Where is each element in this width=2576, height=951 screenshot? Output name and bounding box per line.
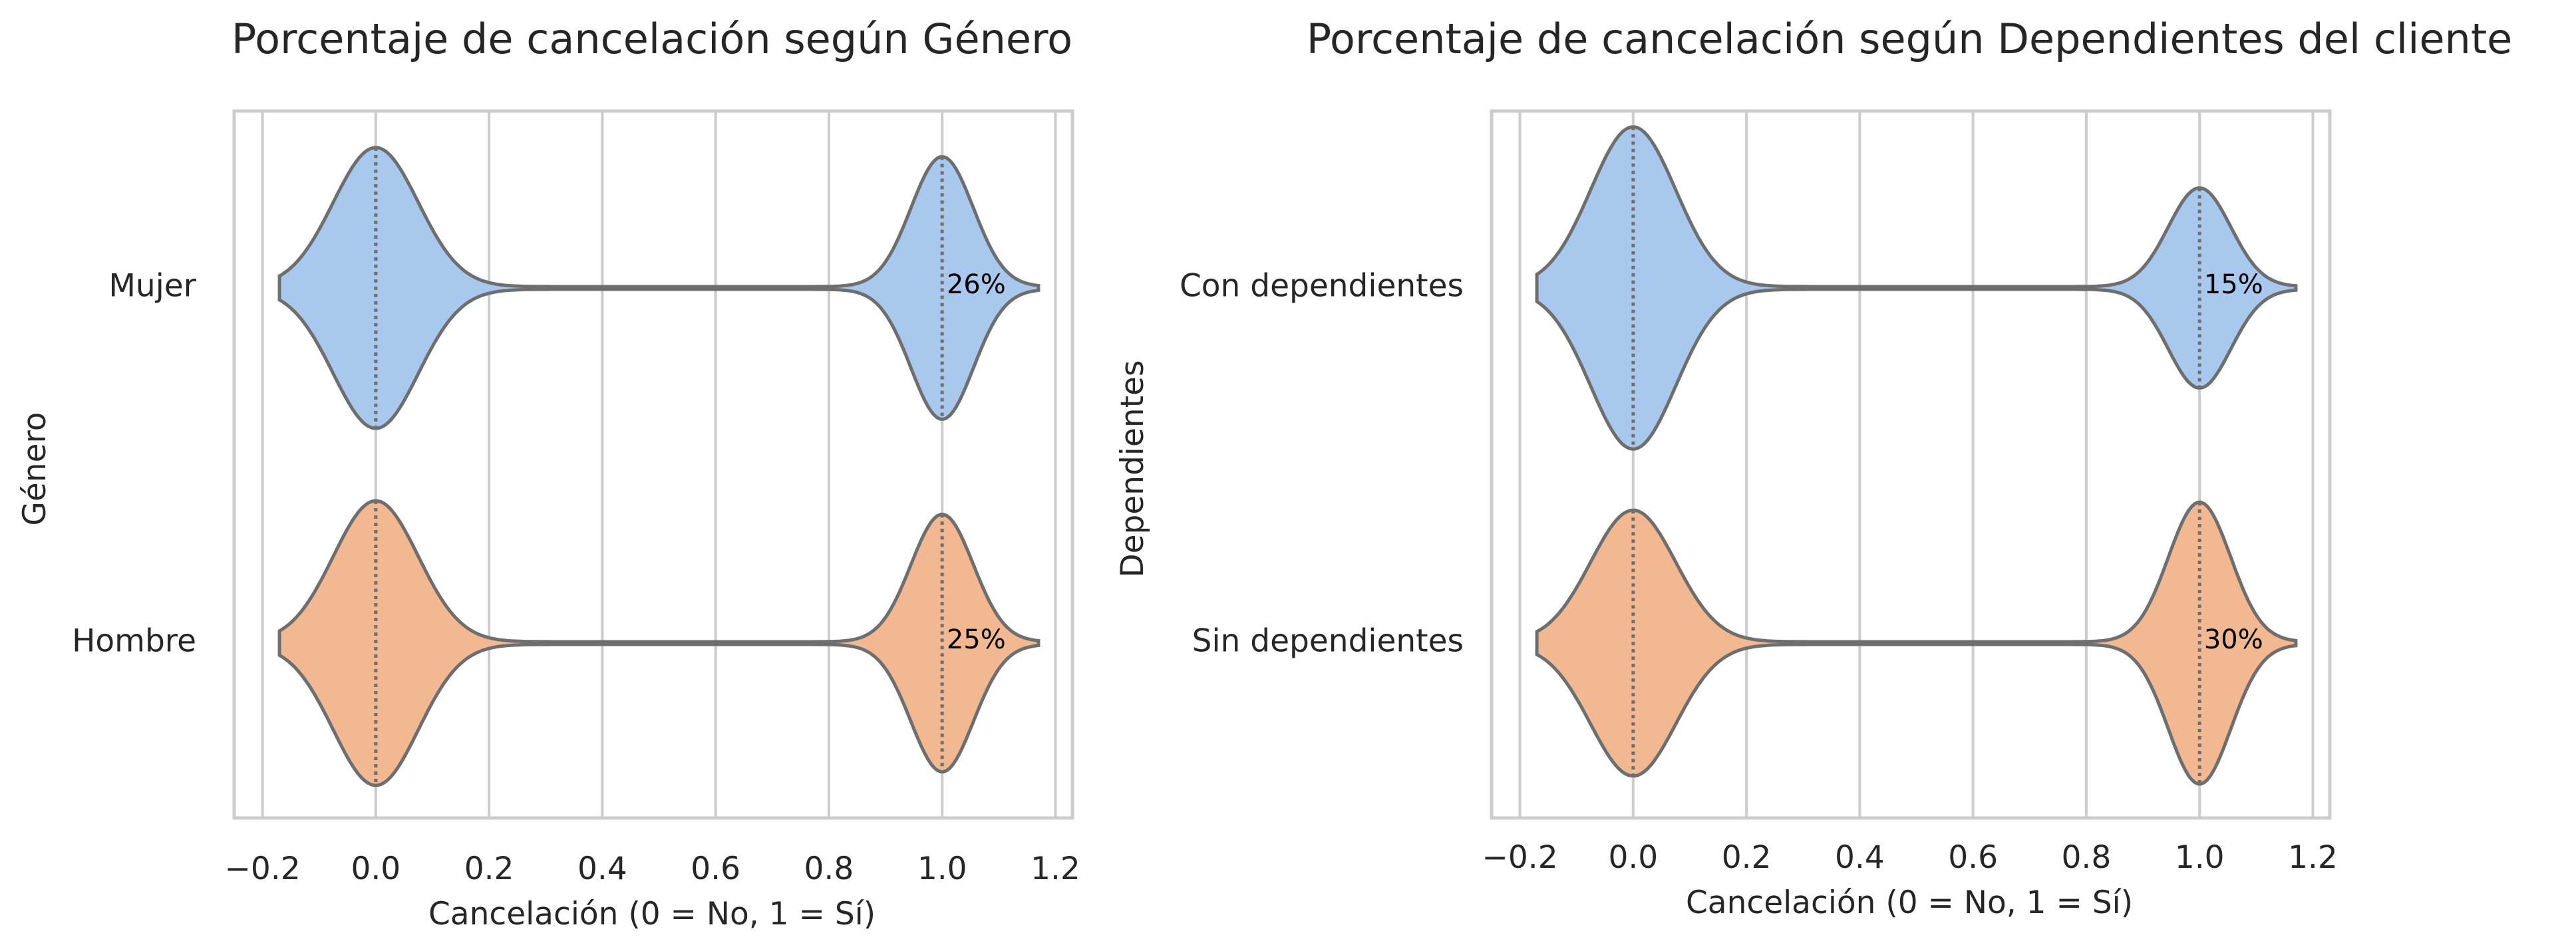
- violin-mujer: [277, 146, 1041, 430]
- x-axis-label: Cancelación (0 = No, 1 = Sí): [428, 896, 876, 932]
- percent-annotation: 25%: [947, 624, 1006, 655]
- y-axis-label: Género: [17, 412, 53, 525]
- x-tick-label: 0.0: [1608, 839, 1658, 876]
- category-labels: Mujer Hombre: [72, 268, 197, 660]
- percent-annotation: 26%: [947, 269, 1006, 300]
- category-label: Con dependientes: [1180, 268, 1464, 305]
- x-tick-label: 1.2: [1031, 851, 1080, 887]
- x-tick-label: 0.4: [1835, 839, 1885, 876]
- percent-annotation: 30%: [2204, 624, 2263, 655]
- violins: 15% 30%: [1535, 125, 2298, 786]
- violins: 26% 25%: [277, 146, 1041, 787]
- x-tick-label: 0.6: [1948, 839, 1998, 876]
- x-tick-labels: −0.2 0.0 0.2 0.4 0.6 0.8 1.0 1.2: [224, 851, 1080, 887]
- x-tick-label: −0.2: [224, 851, 300, 887]
- x-tick-labels: −0.2 0.0 0.2 0.4 0.6 0.8 1.0 1.2: [1482, 839, 2337, 876]
- x-axis-label: Cancelación (0 = No, 1 = Sí): [1686, 884, 2133, 921]
- chart-title: Porcentaje de cancelación según Dependie…: [1307, 15, 2513, 63]
- x-tick-label: 0.2: [464, 851, 514, 887]
- x-tick-label: 1.0: [2175, 839, 2225, 876]
- x-tick-label: 0.2: [1722, 839, 1772, 876]
- category-label: Hombre: [72, 623, 196, 660]
- percent-annotation: 15%: [2204, 269, 2263, 300]
- violin-con-dependientes: [1535, 125, 2298, 451]
- x-tick-label: −0.2: [1482, 839, 1557, 876]
- plot-frame: [232, 109, 1074, 820]
- x-tick-label: 1.0: [917, 851, 967, 887]
- x-tick-label: 0.0: [351, 851, 401, 887]
- category-label: Sin dependientes: [1192, 623, 1464, 660]
- violin-sin-dependientes: [1535, 500, 2298, 786]
- x-tick-label: 0.6: [691, 851, 740, 887]
- chart-dependientes: Porcentaje de cancelación según Dependie…: [1114, 15, 2512, 921]
- violin-hombre: [277, 499, 1041, 787]
- chart-genero: Porcentaje de cancelación según Género C…: [17, 15, 1080, 932]
- plot-frame: [1490, 109, 2332, 820]
- y-axis-label: Dependientes: [1114, 360, 1151, 577]
- chart-title: Porcentaje de cancelación según Género: [232, 15, 1072, 63]
- x-tick-label: 0.4: [577, 851, 627, 887]
- x-tick-label: 0.8: [2062, 839, 2112, 876]
- x-tick-label: 0.8: [804, 851, 854, 887]
- category-labels: Con dependientes Sin dependientes: [1180, 268, 1464, 660]
- x-tick-label: 1.2: [2288, 839, 2338, 876]
- category-label: Mujer: [108, 268, 196, 305]
